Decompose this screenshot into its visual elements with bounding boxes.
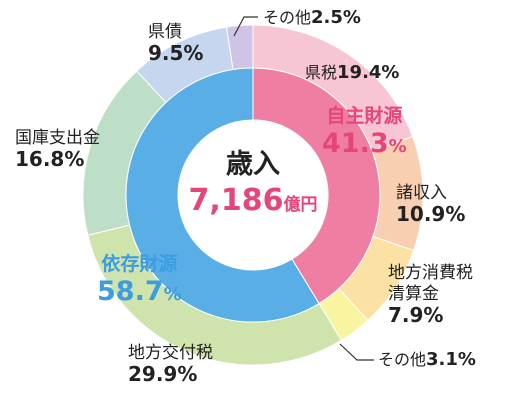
slice-label-3: その他3.1% bbox=[378, 349, 476, 370]
slice-label-6: 県債 9.5% bbox=[148, 22, 203, 66]
center-total-unit: 億円 bbox=[283, 195, 318, 215]
slice-label-text: 県税 bbox=[305, 63, 338, 82]
group-label-1: 依存財源 58.7% bbox=[97, 253, 182, 310]
slice-label-4: 地方交付税 29.9% bbox=[128, 343, 213, 387]
slice-value: 19.4% bbox=[337, 62, 400, 83]
slice-label-5: 国庫支出金 16.8% bbox=[15, 128, 100, 172]
slice-label-text: その他 bbox=[378, 350, 427, 369]
slice-label-text: 地方消費税 bbox=[388, 263, 473, 283]
slice-value: 7.9% bbox=[388, 303, 444, 327]
group-value: 58.7% bbox=[97, 276, 182, 310]
center-total-value: 7,186 bbox=[188, 183, 284, 218]
center-hole bbox=[178, 120, 328, 270]
slice-value: 2.5% bbox=[311, 7, 361, 28]
slice-value: 16.8% bbox=[15, 147, 85, 171]
slice-value: 10.9% bbox=[396, 202, 466, 226]
group-value-number: 58.7 bbox=[97, 276, 164, 307]
slice-value: 9.5% bbox=[148, 41, 204, 65]
outer-ring bbox=[82, 24, 424, 366]
group-value: 41.3% bbox=[322, 128, 407, 162]
group-label-text: 自主財源 bbox=[326, 105, 403, 127]
slice-value: 3.1% bbox=[426, 349, 476, 370]
leader-lines bbox=[233, 16, 374, 361]
center-title: 歳入 bbox=[226, 149, 280, 180]
center-label: 歳入 7,186億円 bbox=[178, 148, 328, 224]
slice-label-text: 清算金 bbox=[388, 284, 439, 304]
slice-label-1: 諸収入 10.9% bbox=[396, 183, 465, 227]
slice-label-text: 県債 bbox=[148, 22, 182, 42]
group-label-0: 自主財源 41.3% bbox=[322, 105, 407, 162]
group-label-text: 依存財源 bbox=[101, 253, 178, 275]
leader-line-0 bbox=[233, 16, 258, 37]
leader-line-1 bbox=[339, 343, 374, 361]
slice-value: 29.9% bbox=[128, 362, 198, 386]
slice-label-2: 地方消費税 清算金 7.9% bbox=[388, 263, 473, 328]
slice-label-7: その他2.5% bbox=[263, 7, 361, 28]
slice-label-text: その他 bbox=[263, 8, 312, 27]
group-value-unit: % bbox=[388, 136, 407, 157]
group-value-unit: % bbox=[163, 284, 182, 305]
center-total: 7,186億円 bbox=[178, 182, 328, 224]
slice-label-text: 国庫支出金 bbox=[15, 128, 100, 148]
slice-label-text: 諸収入 bbox=[396, 183, 447, 203]
slice-label-0: 県税19.4% bbox=[305, 62, 399, 83]
slice-label-text: 地方交付税 bbox=[128, 343, 213, 363]
group-value-number: 41.3 bbox=[322, 128, 389, 159]
